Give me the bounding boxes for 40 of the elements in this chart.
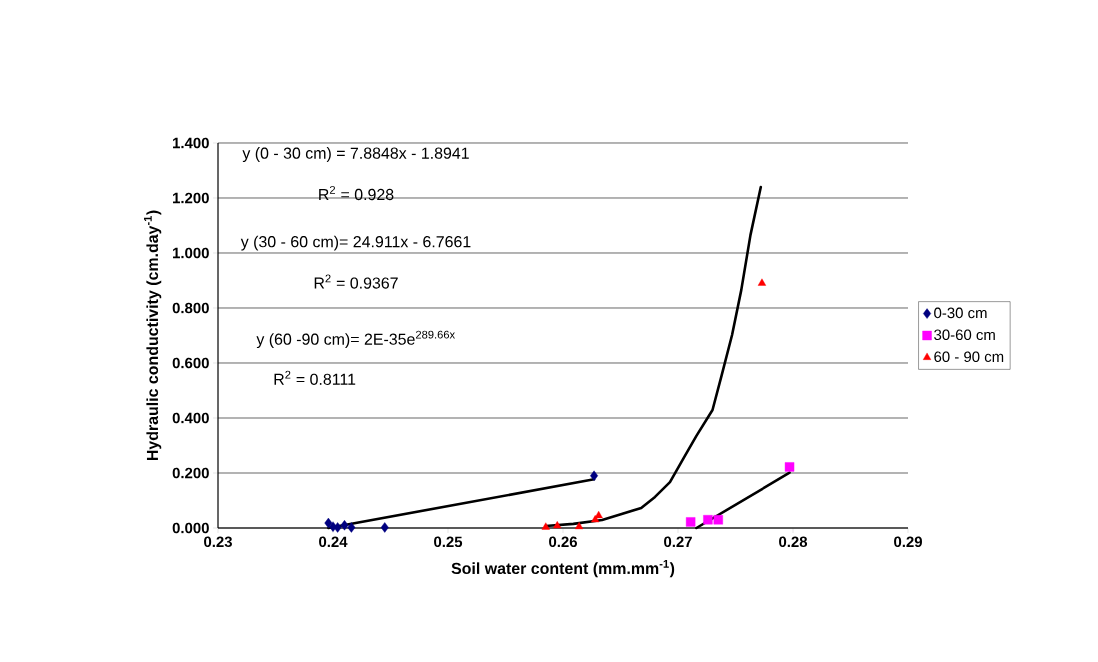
legend-label: 30-60 cm [934, 329, 995, 341]
x-tick-label: 0.23 [204, 536, 232, 548]
annotation: R$^{2}$ = 0.8111 [274, 370, 356, 385]
legend-label: 0-30 cm [934, 307, 987, 319]
x-tick-label: 0.27 [664, 536, 692, 548]
x-tick-label: 0.28 [779, 536, 808, 548]
y-tick-label: 0.200 [172, 467, 209, 479]
y-axis-title: Hydraulic conductivity (cm.day$^{-1}$) [144, 210, 162, 461]
point [380, 522, 389, 533]
x-tick-label: 0.29 [894, 536, 922, 548]
x-tick-label: 0.24 [319, 536, 348, 548]
point [553, 521, 562, 529]
x-axis-title: Soil water content (mm.mm$^{-1}$) [451, 559, 675, 578]
annotation: R$^{2}$ = 0.928 [319, 185, 394, 201]
point [347, 522, 356, 533]
annotation: y (60 -90 cm)= 2E-35e$^{289.66x}$ [256, 330, 455, 349]
x-tick-label: 0.26 [549, 536, 577, 548]
point [590, 470, 599, 481]
point [541, 522, 550, 530]
y-tick-label: 0.600 [172, 357, 209, 369]
point [784, 462, 795, 472]
y-tick-label: 1.000 [173, 247, 209, 259]
point [324, 517, 333, 529]
y-tick-label: 1.400 [173, 137, 209, 149]
legend-label: 60 - 90 cm [934, 351, 1004, 363]
point [594, 510, 603, 519]
y-tick-label: 0.400 [172, 412, 209, 424]
y-tick-label: 1.200 [173, 192, 209, 204]
point [685, 517, 696, 527]
annotation: R$^{2}$ = 0.9367 [314, 274, 398, 289]
point [575, 521, 584, 530]
x-tick-label: 0.25 [434, 536, 463, 548]
annotation: y (0 - 30 cm) = 7.8848x - 1.8941 [242, 147, 469, 162]
annotation: y (30 - 60 cm)= 24.911x - 6.7661 [240, 235, 471, 251]
point [340, 520, 349, 531]
y-tick-label: 0.800 [172, 302, 209, 314]
point [713, 515, 723, 525]
point [757, 278, 767, 286]
y-tick-label: 0.000 [172, 522, 209, 534]
point [703, 515, 713, 525]
